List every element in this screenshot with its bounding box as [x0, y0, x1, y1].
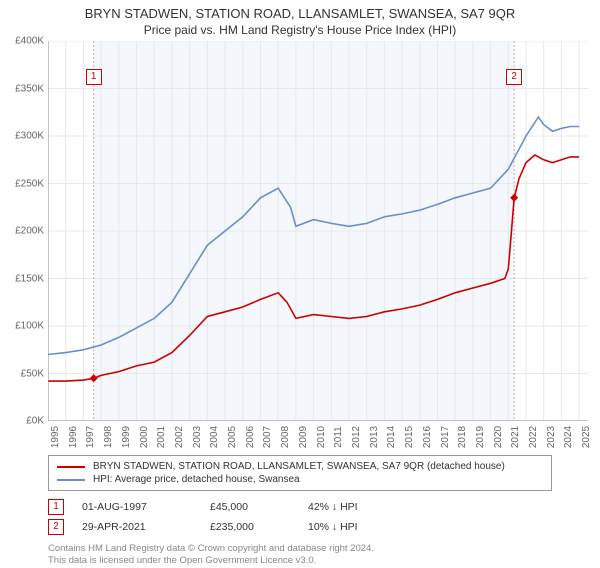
sale-price: £235,000 [210, 521, 290, 533]
sale-marker-label: 1 [86, 69, 102, 85]
x-axis-label: 2012 [349, 426, 362, 448]
x-axis-label: 2002 [172, 426, 185, 448]
x-axis-label: 2001 [154, 426, 167, 448]
x-axis-label: 2025 [579, 426, 592, 448]
sale-vs-hpi: 10% ↓ HPI [308, 521, 398, 533]
legend-item: BRYN STADWEN, STATION ROAD, LLANSAMLET, … [57, 460, 543, 473]
sale-row: 1 01-AUG-1997 £45,000 42% ↓ HPI [48, 497, 552, 517]
x-axis-label: 1998 [101, 426, 114, 448]
x-axis-label: 2021 [508, 426, 521, 448]
y-axis-label: £50K [21, 368, 48, 379]
y-axis-label: £100K [15, 321, 48, 332]
x-axis-label: 1999 [119, 426, 132, 448]
chart-footer: Contains HM Land Registry data © Crown c… [48, 543, 552, 568]
legend-item: HPI: Average price, detached house, Swan… [57, 473, 543, 486]
chart-svg [48, 41, 588, 421]
chart-subtitle: Price paid vs. HM Land Registry's House … [0, 21, 600, 41]
sale-marker-label: 2 [506, 69, 522, 85]
x-axis-label: 1995 [48, 426, 61, 448]
x-axis-label: 2004 [207, 426, 220, 448]
x-axis-label: 2008 [278, 426, 291, 448]
x-axis-label: 2018 [455, 426, 468, 448]
x-axis-label: 2014 [384, 426, 397, 448]
sale-vs-hpi: 42% ↓ HPI [308, 501, 398, 513]
y-axis-label: £0K [26, 416, 48, 427]
y-axis-label: £300K [15, 131, 48, 142]
x-axis-label: 2015 [402, 426, 415, 448]
y-axis-label: £150K [15, 273, 48, 284]
x-axis-label: 2016 [420, 426, 433, 448]
x-axis-label: 1997 [83, 426, 96, 448]
x-axis-label: 2000 [137, 426, 150, 448]
x-axis-label: 2006 [243, 426, 256, 448]
x-axis-label: 2017 [438, 426, 451, 448]
footer-license: This data is licensed under the Open Gov… [48, 555, 552, 567]
x-axis-label: 2011 [331, 426, 344, 448]
x-axis-label: 2023 [544, 426, 557, 448]
x-axis-label: 2013 [367, 426, 380, 448]
legend-label: BRYN STADWEN, STATION ROAD, LLANSAMLET, … [93, 461, 505, 472]
x-axis-label: 2009 [296, 426, 309, 448]
sale-date: 01-AUG-1997 [82, 501, 192, 513]
sale-price: £45,000 [210, 501, 290, 513]
sale-marker-ref: 1 [48, 499, 64, 515]
x-axis-label: 2010 [314, 426, 327, 448]
sale-row: 2 29-APR-2021 £235,000 10% ↓ HPI [48, 517, 552, 537]
sale-date: 29-APR-2021 [82, 521, 192, 533]
y-axis-label: £200K [15, 226, 48, 237]
sales-table: 1 01-AUG-1997 £45,000 42% ↓ HPI 2 29-APR-2021… [48, 497, 552, 537]
legend-swatch [57, 479, 85, 481]
x-axis-label: 2003 [190, 426, 203, 448]
chart-title-address: BRYN STADWEN, STATION ROAD, LLANSAMLET, … [0, 0, 600, 21]
x-axis-label: 2007 [260, 426, 273, 448]
x-axis-label: 2022 [526, 426, 539, 448]
x-axis-label: 2019 [473, 426, 486, 448]
x-axis-label: 2005 [225, 426, 238, 448]
x-axis-label: 2024 [561, 426, 574, 448]
x-axis-label: 1996 [66, 426, 79, 448]
y-axis-label: £350K [15, 83, 48, 94]
sale-marker-ref: 2 [48, 519, 64, 535]
legend-label: HPI: Average price, detached house, Swan… [93, 474, 300, 485]
legend: BRYN STADWEN, STATION ROAD, LLANSAMLET, … [48, 455, 552, 491]
y-axis-label: £400K [15, 36, 48, 47]
footer-copyright: Contains HM Land Registry data © Crown c… [48, 543, 552, 555]
chart-plot-area: £0K£50K£100K£150K£200K£250K£300K£350K£40… [48, 41, 588, 421]
legend-swatch [57, 466, 85, 468]
y-axis-label: £250K [15, 178, 48, 189]
chart-container: { "title_line1": "BRYN STADWEN, STATION … [0, 0, 600, 560]
x-axis-label: 2020 [491, 426, 504, 448]
